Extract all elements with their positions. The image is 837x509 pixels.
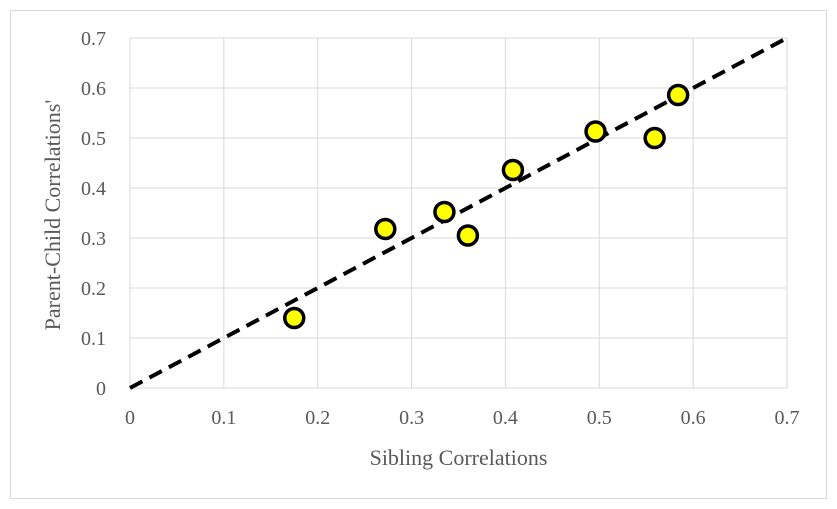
data-point: [643, 126, 666, 150]
y-tick-label: 0.1: [81, 328, 106, 350]
data-point: [283, 306, 306, 330]
x-tick-labels: 0 0.1 0.2 0.3 0.4 0.5 0.6 0.7: [125, 407, 800, 429]
data-point: [501, 158, 525, 182]
y-tick-label: 0.7: [81, 28, 106, 50]
y-tick-label: 0: [96, 378, 106, 400]
x-tick-label: 0.5: [587, 407, 612, 429]
y-axis-title: Parent-Child Correlations': [40, 100, 65, 331]
y-tick-label: 0.2: [81, 278, 106, 300]
axes: [129, 38, 787, 389]
y-tick-label: 0.6: [81, 78, 106, 100]
data-point: [433, 200, 456, 224]
data-point: [456, 224, 480, 247]
x-tick-label: 0.2: [305, 407, 330, 429]
y-tick-label: 0.5: [81, 128, 106, 150]
chart-frame: [10, 10, 827, 499]
x-tick-label: 0: [125, 407, 135, 429]
x-tick-label: 0.7: [775, 407, 800, 429]
y-tick-labels: 0 0.1 0.2 0.3 0.4 0.5 0.6 0.7: [81, 28, 106, 400]
points-group: [283, 83, 690, 330]
x-tick-label: 0.3: [399, 407, 424, 429]
data-point: [584, 120, 607, 143]
x-tick-label: 0.6: [681, 407, 706, 429]
reference-line: [129, 36, 788, 390]
y-tick-label: 0.4: [81, 178, 106, 200]
x-tick-label: 0.1: [211, 407, 236, 429]
x-axis-title: Sibling Correlations: [370, 445, 548, 470]
x-tick-label: 0.4: [493, 407, 518, 429]
data-point: [374, 217, 397, 241]
y-tick-label: 0.3: [81, 228, 106, 250]
data-point: [666, 83, 690, 107]
reference-line-group: [129, 36, 788, 390]
